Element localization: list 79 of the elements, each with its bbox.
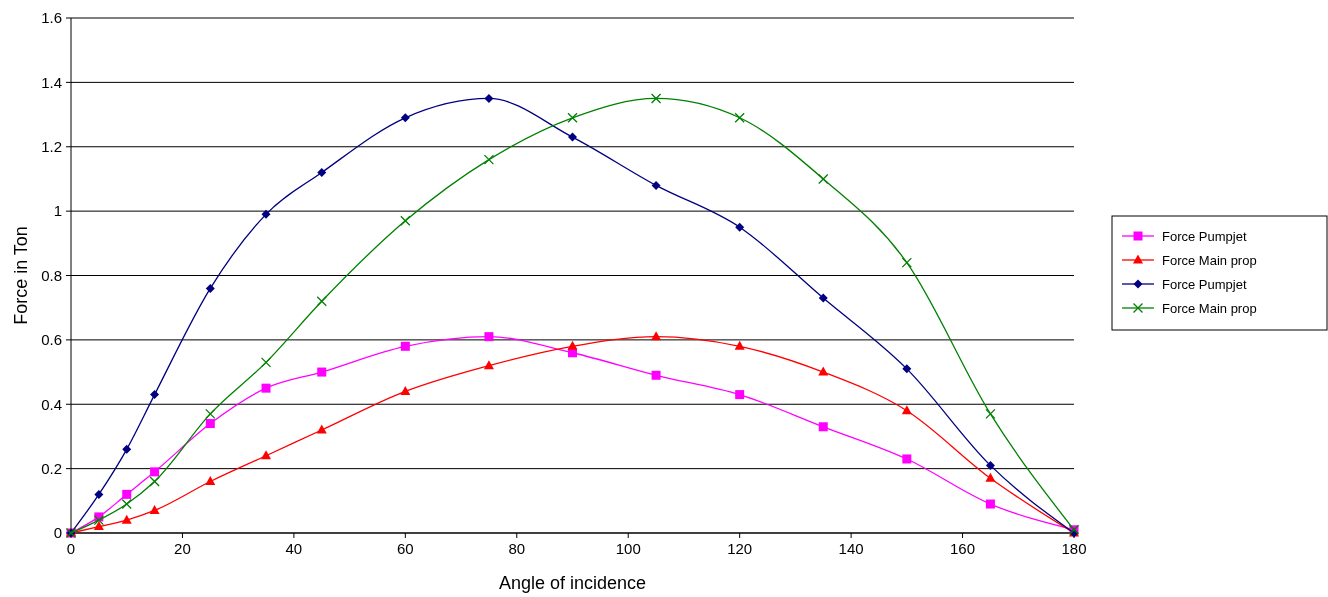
point: [400, 341, 410, 351]
point: [122, 444, 132, 454]
legend-label: Force Main prop: [1162, 252, 1257, 268]
point: [818, 173, 829, 185]
point: [150, 467, 160, 477]
y-tick-label: 1: [53, 202, 62, 220]
x-tick-label: 120: [727, 540, 753, 557]
point: [735, 222, 745, 232]
point: [400, 385, 411, 395]
x-tick-label: 60: [396, 540, 414, 557]
point: [483, 360, 494, 370]
point: [484, 93, 494, 103]
point: [122, 489, 132, 499]
point: [261, 209, 271, 219]
point: [94, 489, 104, 499]
point: [316, 424, 327, 434]
point: [205, 408, 216, 420]
point: [651, 180, 661, 190]
y-tick-label: 0.2: [41, 459, 62, 477]
legend-label: Force Pumpjet: [1162, 228, 1247, 244]
point: [735, 390, 745, 400]
point: [902, 454, 912, 464]
legend-label: Force Pumpjet: [1162, 276, 1247, 292]
point: [316, 296, 327, 307]
point: [260, 357, 272, 368]
point: [121, 498, 132, 510]
x-tick-label: 100: [615, 540, 641, 557]
point: [317, 168, 327, 177]
x-tick-label: 40: [285, 540, 303, 557]
point: [818, 366, 829, 376]
point: [818, 293, 828, 303]
point: [901, 257, 912, 268]
point: [902, 364, 912, 374]
x-axis-title: Angle of incidence: [498, 573, 647, 593]
point: [651, 370, 661, 380]
point: [93, 514, 105, 526]
x-tick-label: 0: [66, 540, 76, 557]
point: [985, 472, 996, 482]
point: [568, 132, 577, 142]
point: [567, 340, 578, 350]
point: [400, 215, 411, 226]
point: [567, 112, 578, 123]
point: [483, 154, 495, 165]
point: [651, 331, 662, 341]
y-axis-title: Force in Ton: [11, 226, 31, 325]
x-tick-label: 80: [508, 540, 526, 557]
point: [205, 283, 215, 293]
y-tick-label: 1.4: [41, 73, 62, 91]
x-tick-label: 140: [838, 540, 864, 557]
point: [985, 499, 995, 509]
point: [317, 367, 327, 377]
y-tick-label: 0: [53, 524, 62, 542]
point: [150, 390, 160, 400]
y-tick-label: 0.8: [41, 266, 62, 284]
point: [818, 422, 828, 432]
y-tick-label: 0.6: [41, 331, 62, 349]
x-tick-label: 180: [1061, 540, 1087, 557]
point: [261, 383, 271, 393]
point: [901, 405, 912, 415]
point: [650, 93, 662, 104]
point: [261, 450, 272, 460]
y-tick-label: 0.4: [41, 395, 62, 413]
point: [985, 408, 996, 420]
point: [734, 112, 745, 123]
x-tick-label: 20: [174, 540, 191, 557]
legend-label: Force Main prop: [1162, 300, 1257, 316]
point: [149, 504, 160, 514]
point: [205, 476, 216, 485]
point: [93, 521, 104, 531]
point: [985, 460, 995, 470]
x-tick-label: 160: [950, 540, 976, 557]
point: [149, 476, 160, 487]
point: [205, 419, 215, 429]
point: [734, 340, 745, 350]
y-tick-label: 1.6: [41, 9, 62, 27]
point: [121, 514, 132, 524]
y-tick-label: 1.2: [41, 138, 62, 155]
point: [484, 332, 494, 342]
point: [400, 113, 410, 123]
